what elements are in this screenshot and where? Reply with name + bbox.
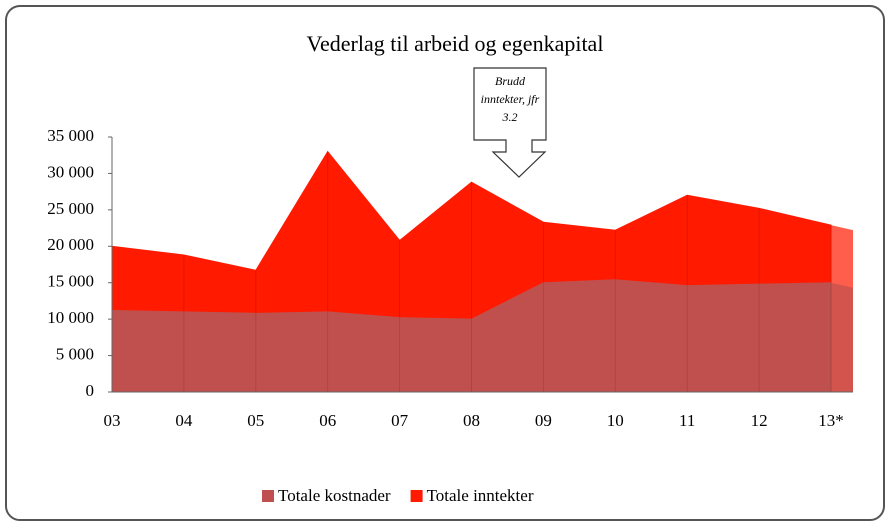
legend-swatch <box>262 490 274 502</box>
x-tick-label: 09 <box>535 411 552 430</box>
annotation-callout <box>473 67 547 178</box>
x-tick-label: 07 <box>391 411 409 430</box>
plot: 0 5 000 10 000 15 000 20 000 25 000 30 000 35 0… <box>47 126 853 430</box>
legend-swatch <box>410 490 423 502</box>
x-tick-label: 10 <box>607 411 624 430</box>
y-tick-label: 5 000 <box>56 344 94 363</box>
x-tick-label: 05 <box>247 411 264 430</box>
legend-label: Totale inntekter <box>427 486 534 505</box>
x-tick-label: 06 <box>319 411 336 430</box>
x-tick-label: 04 <box>175 411 193 430</box>
area <box>111 279 832 393</box>
y-tick-label: 10 000 <box>47 308 94 327</box>
legend-label: Totale kostnader <box>278 486 391 505</box>
x-tick-label: 13* <box>818 411 844 430</box>
chart-title: Vederlag til arbeid og egenkapital <box>307 31 604 56</box>
y-tick-label: 20 000 <box>47 235 94 254</box>
y-tick-label: 25 000 <box>47 199 94 218</box>
annotation-text: Brudd <box>495 74 526 88</box>
x-tick-label: 08 <box>463 411 480 430</box>
y-tick-label: 0 <box>86 381 95 400</box>
annotation: Brudd inntekter, jfr 3.2 <box>473 67 547 178</box>
annotation-text: inntekter, jfr <box>481 92 540 106</box>
x-tick-label: 12 <box>751 411 768 430</box>
y-tick-label: 30 000 <box>47 162 94 181</box>
annotation-text: 3.2 <box>502 110 518 124</box>
x-tick-label: 03 <box>104 411 121 430</box>
x-tick-label: 11 <box>679 411 695 430</box>
area-side <box>831 282 853 392</box>
y-tick-label: 15 000 <box>47 272 94 291</box>
y-tick-label: 35 000 <box>47 126 94 145</box>
